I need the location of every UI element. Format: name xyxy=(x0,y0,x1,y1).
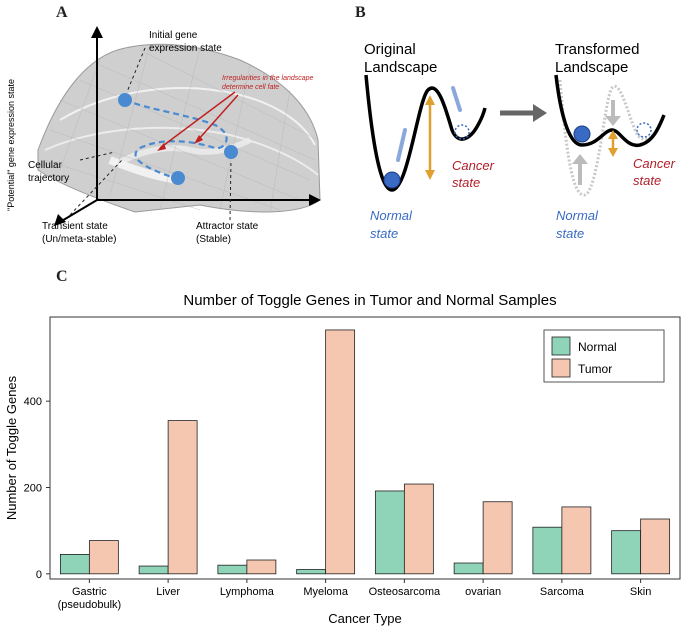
legend-label-normal: Normal xyxy=(578,340,617,354)
x-tick-label: Gastric (pseudobulk) xyxy=(58,586,122,611)
x-tick-label: Liver xyxy=(156,586,180,598)
bar-tumor xyxy=(640,518,671,575)
x-tick-label: Myeloma xyxy=(303,586,349,598)
irregularities-label-2: determine cell fate xyxy=(222,84,279,91)
x-tick-label: Osteosarcoma xyxy=(369,586,441,598)
bar-normal xyxy=(296,569,327,575)
normal-state-original-1: Normal xyxy=(370,208,413,223)
bar-normal xyxy=(217,564,248,575)
normal-state-transformed-2: state xyxy=(556,226,584,241)
bar-tumor xyxy=(403,483,434,575)
bar-normal xyxy=(374,490,405,575)
cellular-trajectory-label-2: trajectory xyxy=(28,173,69,184)
svg-text:Transient state(Un/meta-stable: Transient state (Un/meta-stable) xyxy=(42,221,116,245)
transient-state-label-2: (Un/meta-stable) xyxy=(42,234,116,245)
svg-text:Irregularities in the landscap: Irregularities in the landscape determine… xyxy=(222,75,314,91)
transformed-title-2: Landscape xyxy=(555,59,628,76)
bar-tumor xyxy=(167,420,198,575)
x-tick-label: ovarian xyxy=(465,586,501,598)
svg-text:Attractor state(Stable): Attractor state (Stable) xyxy=(196,221,259,245)
transient-state-label-1: Transient state xyxy=(42,221,108,232)
panel-b-letter: B xyxy=(355,4,366,21)
cancer-state-original-1: Cancer xyxy=(452,158,495,173)
irregularities-label-1: Irregularities in the landscape xyxy=(222,75,314,82)
y-tick-label: 0 xyxy=(36,569,42,581)
normal-state-original-2: state xyxy=(370,226,398,241)
bar-normal xyxy=(59,553,90,575)
chart-title: Number of Toggle Genes in Tumor and Norm… xyxy=(183,292,556,309)
bar-tumor xyxy=(246,559,277,575)
transformed-title-1: Transformed xyxy=(555,41,639,58)
y-axis-title: Number of Toggle Genes xyxy=(4,375,19,520)
attractor-state-label-1: Attractor state xyxy=(196,221,259,232)
legend-swatch-normal xyxy=(551,336,571,356)
cancer-state-transformed-2: state xyxy=(633,173,661,188)
original-title-1: Original xyxy=(364,41,416,58)
x-tick-label: Sarcoma xyxy=(540,586,585,598)
original-title-2: Landscape xyxy=(364,59,437,76)
y-tick-label: 200 xyxy=(24,482,42,494)
cancer-state-transformed-1: Cancer xyxy=(633,156,676,171)
bar-normal xyxy=(453,562,484,575)
legend: Normal Tumor xyxy=(543,329,665,383)
cancer-state-original-2: state xyxy=(452,175,480,190)
y-tick-label: 400 xyxy=(24,396,42,408)
panel-a-letter: A xyxy=(56,4,68,21)
panel-c-letter: C xyxy=(56,268,68,285)
bar-normal xyxy=(611,530,642,575)
x-tick-label: Lymphoma xyxy=(220,586,275,598)
bar-normal xyxy=(138,565,169,575)
bar-normal xyxy=(532,526,563,575)
normal-state-transformed-1: Normal xyxy=(556,208,599,223)
bar-tumor xyxy=(88,540,119,575)
x-axis-title: Cancer Type xyxy=(328,611,401,626)
bar-tumor xyxy=(482,501,513,575)
bar-tumor xyxy=(561,506,592,575)
x-tick-label: Skin xyxy=(630,586,651,598)
initial-state-label-1: Initial gene xyxy=(149,30,198,41)
bar-tumor xyxy=(325,329,356,575)
legend-swatch-tumor xyxy=(551,358,571,378)
attractor-state-label-2: (Stable) xyxy=(196,234,231,245)
plot-frame xyxy=(49,316,681,580)
legend-label-tumor: Tumor xyxy=(578,362,612,376)
panel-a-y-axis-label: "Potential" gene expression state xyxy=(6,79,16,211)
cellular-trajectory-label-1: Cellular xyxy=(28,160,63,171)
initial-state-label-2: expression state xyxy=(149,43,222,54)
